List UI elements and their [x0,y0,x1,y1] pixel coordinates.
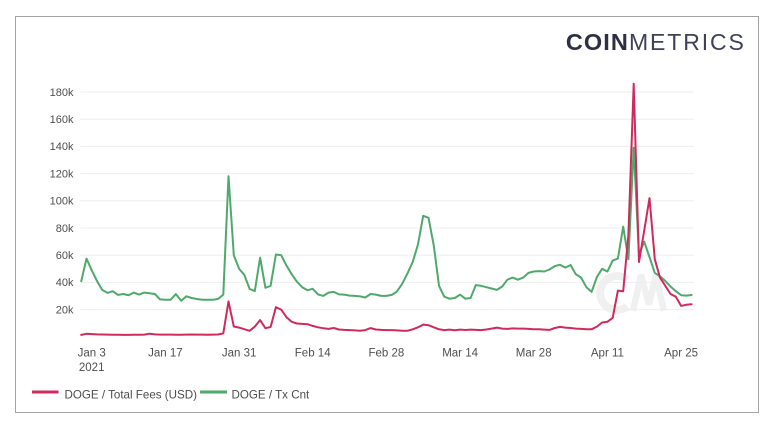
svg-text:Mar 28: Mar 28 [516,348,552,360]
svg-text:Apr 11: Apr 11 [591,348,624,360]
svg-text:Mar 14: Mar 14 [442,348,478,360]
svg-text:Jan 17: Jan 17 [148,348,183,360]
svg-text:80k: 80k [56,223,74,235]
svg-text:Jan 31: Jan 31 [222,348,257,360]
svg-text:DOGE / Tx Cnt: DOGE / Tx Cnt [232,389,311,402]
svg-text:60k: 60k [56,250,74,262]
svg-text:180k: 180k [50,87,74,99]
svg-text:20k: 20k [56,304,74,316]
svg-text:40k: 40k [56,277,74,289]
svg-text:2021: 2021 [79,362,105,374]
svg-text:120k: 120k [50,168,74,180]
svg-text:Feb 14: Feb 14 [295,348,331,360]
svg-text:DOGE / Total Fees (USD): DOGE / Total Fees (USD) [65,389,198,402]
svg-text:COIN: COIN [566,29,629,55]
svg-text:140k: 140k [50,141,74,153]
svg-text:Jan 3: Jan 3 [78,348,106,360]
svg-text:160k: 160k [50,114,74,126]
svg-text:METRICS: METRICS [629,29,746,55]
svg-text:Feb 28: Feb 28 [368,348,404,360]
svg-text:Apr 25: Apr 25 [664,348,698,360]
svg-text:100k: 100k [50,196,74,208]
